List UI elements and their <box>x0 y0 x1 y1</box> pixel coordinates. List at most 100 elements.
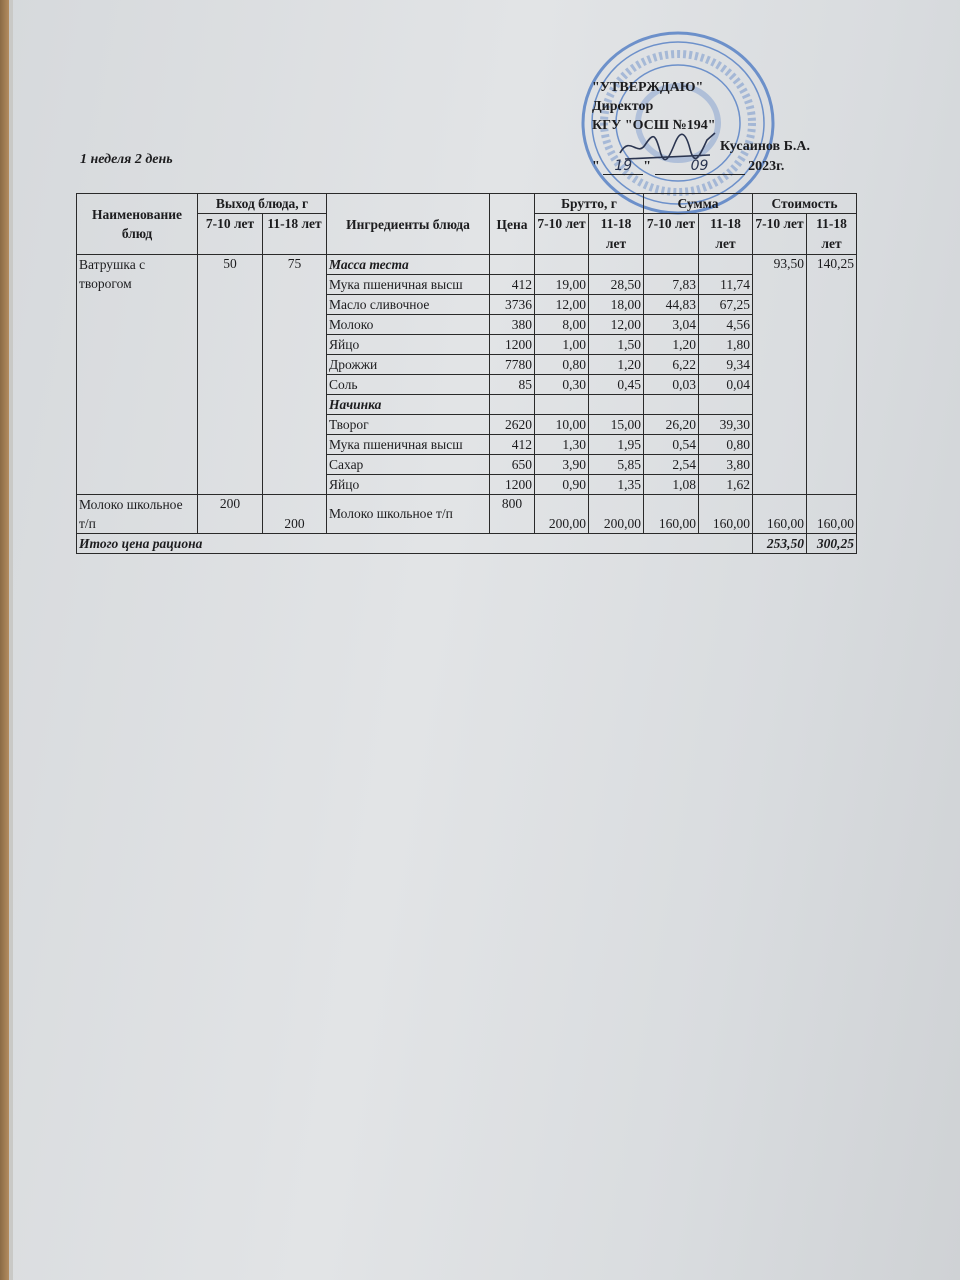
total-label: Итого цена рациона <box>76 533 753 554</box>
quote-open: " <box>592 159 600 174</box>
ingredient-sum-7-10: 1,08 <box>643 474 699 495</box>
dish-cost-7-10: 160,00 <box>752 494 807 534</box>
header-sum-age-11-18: 11-18 лет <box>698 213 753 255</box>
ingredient-name: Начинка <box>326 394 490 415</box>
ingredient-brutto-7-10: 0,90 <box>534 474 589 495</box>
date-day: 19 <box>603 158 644 175</box>
ingredient-sum-11-18: 1,62 <box>698 474 753 495</box>
paper-edge <box>9 0 13 1280</box>
ingredient-sum-7-10: 44,83 <box>643 294 699 315</box>
ingredient-name: Молоко <box>326 314 490 335</box>
ingredient-price: 7780 <box>489 354 535 375</box>
header-brutto-age-7-10: 7-10 лет <box>534 213 589 255</box>
ingredient-sum-11-18: 1,80 <box>698 334 753 355</box>
ingredient-brutto-11-18 <box>588 394 644 415</box>
ingredient-brutto-11-18: 28,50 <box>588 274 644 295</box>
dish-yield-11-18: 75 <box>262 254 327 495</box>
table-body: Ватрушка с творогом 50 75 Масса теста 93,50 1… <box>76 254 857 554</box>
header-sum: Сумма <box>643 193 753 214</box>
ingredient-price: 85 <box>489 374 535 395</box>
ingredient-sum-7-10: 7,83 <box>643 274 699 295</box>
ingredient-brutto-7-10: 0,80 <box>534 354 589 375</box>
ingredient-brutto-11-18 <box>588 254 644 275</box>
header-cost-age-11-18: 11-18 лет <box>806 213 857 255</box>
quote-close: " <box>643 159 652 174</box>
ingredient-price: 650 <box>489 454 535 475</box>
ingredient-sum-7-10: 0,54 <box>643 434 699 455</box>
ingredient-brutto-11-18: 1,95 <box>588 434 644 455</box>
approval-date: " 19 " 09 2023г. <box>592 158 784 175</box>
ingredient-sum-11-18: 4,56 <box>698 314 753 335</box>
approval-organization: КГУ "ОСШ №194" <box>592 118 716 133</box>
table-row: Сахар 650 3,90 5,85 2,54 3,80 <box>77 454 857 475</box>
dish-yield-7-10: 50 <box>197 254 263 495</box>
ingredient-sum-7-10: 2,54 <box>643 454 699 475</box>
ingredient-price: 1200 <box>489 474 535 495</box>
dish-yield-11-18: 200 <box>262 494 327 534</box>
ingredient-name: Соль <box>326 374 490 395</box>
table-row: Масло сливочное 3736 12,00 18,00 44,83 67,25 <box>77 294 857 315</box>
ingredient-brutto-7-10: 8,00 <box>534 314 589 335</box>
ingredient-sum-11-18: 0,80 <box>698 434 753 455</box>
total-cost-7-10: 253,50 <box>752 533 807 554</box>
ingredient-brutto-7-10: 1,00 <box>534 334 589 355</box>
ingredient-price: 800 <box>489 494 535 534</box>
ingredient-brutto-7-10: 3,90 <box>534 454 589 475</box>
ingredient-price: 1200 <box>489 334 535 355</box>
table-row: Молоко школьное т/п 200 200 Молоко школьное… <box>76 494 857 534</box>
ingredient-sum-7-10: 3,04 <box>643 314 699 335</box>
ingredient-brutto-7-10: 200,00 <box>534 494 589 534</box>
ingredient-sum-7-10: 26,20 <box>643 414 699 435</box>
ingredient-brutto-7-10 <box>534 394 589 415</box>
dish-cost-11-18: 140,25 <box>806 254 857 495</box>
table-row: Творог 2620 10,00 15,00 26,20 39,30 <box>77 414 857 435</box>
table-row: Соль 85 0,30 0,45 0,03 0,04 <box>77 374 857 395</box>
ingredient-sum-11-18: 39,30 <box>698 414 753 435</box>
total-row: Итого цена рациона 253,50 300,25 <box>76 533 857 554</box>
ingredient-name: Творог <box>326 414 490 435</box>
ingredient-price: 412 <box>489 434 535 455</box>
ingredient-brutto-7-10: 0,30 <box>534 374 589 395</box>
date-month: 09 <box>654 158 745 175</box>
ingredient-brutto-11-18: 200,00 <box>588 494 644 534</box>
header-brutto: Брутто, г <box>534 193 644 214</box>
ingredient-sum-7-10: 6,22 <box>643 354 699 375</box>
table-row: Ватрушка с творогом 50 75 Масса теста 93,50 1… <box>76 254 857 495</box>
dish-yield-7-10: 200 <box>197 494 263 534</box>
approval-title: "УТВЕРЖДАЮ" <box>592 80 704 95</box>
ingredient-name: Масса теста <box>326 254 490 275</box>
ingredient-brutto-7-10: 19,00 <box>534 274 589 295</box>
table-row: Начинка <box>77 394 857 415</box>
ingredient-price: 412 <box>489 274 535 295</box>
header-price: Цена <box>489 193 535 255</box>
dish-name: Ватрушка с творогом <box>76 254 198 495</box>
table-row: Дрожжи 7780 0,80 1,20 6,22 9,34 <box>77 354 857 375</box>
header-sum-age-7-10: 7-10 лет <box>643 213 699 255</box>
dish-name: Молоко школьное т/п <box>76 494 198 534</box>
ingredient-price <box>489 394 535 415</box>
week-day-label: 1 неделя 2 день <box>80 152 173 167</box>
ingredient-brutto-11-18: 1,20 <box>588 354 644 375</box>
ingredient-brutto-11-18: 18,00 <box>588 294 644 315</box>
header-cost-age-7-10: 7-10 лет <box>752 213 807 255</box>
ingredient-brutto-11-18: 15,00 <box>588 414 644 435</box>
dish-cost-11-18: 160,00 <box>806 494 857 534</box>
header-ingredients: Ингредиенты блюда <box>326 193 490 255</box>
ingredient-name: Масло сливочное <box>326 294 490 315</box>
ingredient-sum-7-10: 160,00 <box>643 494 699 534</box>
ingredient-brutto-11-18: 0,45 <box>588 374 644 395</box>
director-name: Кусаинов Б.А. <box>720 139 810 154</box>
table-header: Наименование блюд Выход блюда, г Ингреди… <box>76 193 857 255</box>
ingredient-name: Молоко школьное т/п <box>326 494 490 534</box>
ingredient-brutto-7-10: 10,00 <box>534 414 589 435</box>
ingredient-sum-11-18: 9,34 <box>698 354 753 375</box>
table-row: Мука пшеничная высш 412 1,30 1,95 0,54 0,80 <box>77 434 857 455</box>
ingredient-name: Яйцо <box>326 334 490 355</box>
ingredient-brutto-7-10: 12,00 <box>534 294 589 315</box>
ingredient-sum-11-18: 3,80 <box>698 454 753 475</box>
ingredient-price <box>489 254 535 275</box>
ingredient-name: Мука пшеничная высш <box>326 434 490 455</box>
header-brutto-age-11-18: 11-18 лет <box>588 213 644 255</box>
approval-block: "УТВЕРЖДАЮ" Директор КГУ "ОСШ №194" <box>592 78 716 135</box>
table-edge-background <box>0 0 9 1280</box>
